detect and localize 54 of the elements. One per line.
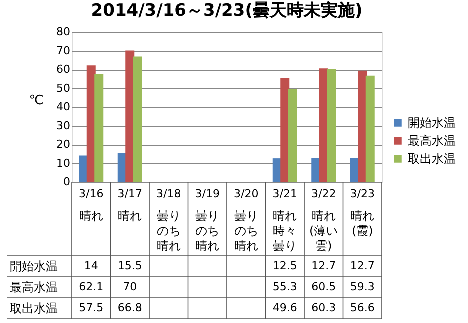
- data-label: 60.3: [312, 302, 336, 314]
- y-tick-label: 40: [56, 100, 70, 114]
- data-label: 49.6: [272, 302, 298, 314]
- data-label: 56.6: [350, 302, 375, 314]
- bar: [133, 56, 142, 182]
- x-tick-label: 3/21: [272, 188, 298, 200]
- data-label: 59.3: [350, 280, 375, 294]
- x-tick-label: 3/18: [156, 188, 182, 200]
- y-axis-title: ℃: [29, 94, 44, 108]
- text: 最高水温: [10, 280, 58, 294]
- text: 曇りのち晴れ: [156, 209, 181, 253]
- bar: [327, 68, 336, 182]
- data-label: 62.1: [79, 280, 104, 294]
- bar: [366, 76, 375, 182]
- data-label: 55.3: [272, 280, 298, 294]
- x-tick-label: 3/16: [79, 188, 104, 200]
- text: 晴れ(霞): [350, 209, 375, 238]
- text: 晴れ: [79, 209, 104, 223]
- text: 曇りのち晴れ: [234, 209, 258, 253]
- data-label: 66.8: [118, 302, 142, 314]
- bar: [280, 78, 290, 182]
- legend-label: 最高水温: [408, 134, 456, 148]
- text: 晴れ時々曇り: [273, 209, 298, 253]
- data-label: 12.7: [350, 260, 375, 272]
- data-label: 57.5: [79, 302, 104, 314]
- x-tick-label: 3/20: [234, 188, 259, 200]
- data-label: 12.5: [272, 260, 298, 272]
- y-tick-label: 60: [56, 63, 70, 76]
- text: 開始水温: [10, 260, 58, 274]
- data-label: 60.5: [312, 280, 336, 294]
- y-tick-label: 50: [56, 82, 70, 95]
- x-tick-label: 3/17: [118, 188, 142, 200]
- x-tick-label: 3/19: [195, 188, 220, 200]
- bar: [288, 89, 298, 182]
- y-tick-label: 10: [56, 156, 70, 170]
- data-label: 15.5: [118, 260, 142, 272]
- chart-title: 2014/3/16～3/23(曇天時未実施): [91, 1, 363, 21]
- data-label: 12.7: [312, 260, 336, 272]
- legend-label: 取出水温: [408, 152, 456, 166]
- x-tick-label: 3/22: [312, 188, 336, 200]
- y-tick-label: 30: [56, 119, 70, 132]
- y-tick-label: 0: [64, 176, 70, 188]
- y-tick-label: 80: [56, 26, 70, 38]
- bar: [94, 74, 104, 182]
- legend-label: 開始水温: [408, 116, 456, 130]
- text: 晴れ(薄い雲): [310, 209, 338, 253]
- y-tick-label: 20: [56, 138, 70, 151]
- text: 晴れ: [118, 209, 142, 223]
- y-tick-label: 70: [56, 44, 70, 58]
- data-label: 14: [84, 260, 98, 272]
- text: 曇りのち晴れ: [196, 209, 220, 253]
- data-label: 70: [123, 280, 138, 294]
- text: 取出水温: [10, 302, 58, 316]
- x-tick-label: 3/23: [350, 188, 375, 200]
